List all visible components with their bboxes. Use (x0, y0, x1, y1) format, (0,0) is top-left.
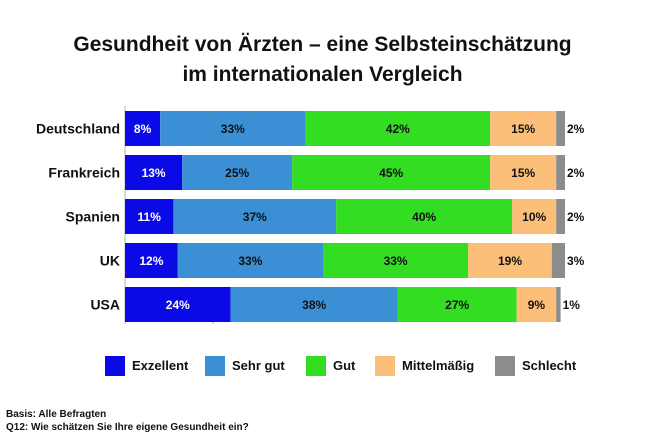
bar-segment (551, 243, 565, 278)
bar-segment (490, 111, 557, 146)
data-label: 12% (139, 254, 163, 268)
bar-segment (490, 155, 557, 190)
bar-segment (556, 199, 565, 234)
category-label: USA (90, 297, 120, 313)
bar-segment (125, 199, 174, 234)
data-label: 24% (166, 298, 190, 312)
bar-segment (556, 111, 565, 146)
stacked-bar-chart: Deutschland 8% 33% 42% 15% 2% Frankreich 13% 25%… (36, 106, 585, 324)
data-label: 2% (567, 210, 585, 224)
bar-segment (125, 287, 231, 322)
data-label: 33% (221, 122, 245, 136)
legend-swatch (105, 356, 125, 376)
data-label: 33% (238, 254, 262, 268)
category-label: Spanien (66, 209, 120, 225)
bar-segment (125, 111, 161, 146)
category-label: Frankreich (48, 165, 120, 181)
chart-footer: Basis: Alle Befragten Q12: Wie schätzen … (6, 408, 249, 434)
data-label: 10% (522, 210, 546, 224)
data-label: 3% (567, 254, 585, 268)
data-label: 8% (134, 122, 152, 136)
chart-legend: Exzellent Sehr gut Gut Mittelmäßig Schlecht (0, 356, 645, 376)
footer-basis: Basis: Alle Befragten (6, 409, 107, 420)
data-label: 9% (528, 298, 546, 312)
bar-segment (125, 155, 183, 190)
bar-segment (305, 111, 491, 146)
bar-segment (512, 199, 557, 234)
legend-label: Exzellent (132, 358, 189, 373)
bar-segment (177, 243, 323, 278)
bar-segment (230, 287, 398, 322)
footer-question: Q12: Wie schätzen Sie Ihre eigene Gesund… (6, 422, 249, 433)
bar-segment (323, 243, 469, 278)
legend-label: Sehr gut (232, 358, 285, 373)
data-label: 45% (379, 166, 403, 180)
chart-title: Gesundheit von Ärzten – eine Selbsteinsc… (0, 30, 645, 90)
bar-segment (173, 199, 337, 234)
data-label: 2% (567, 166, 585, 180)
data-label: 42% (386, 122, 410, 136)
legend-label: Mittelmäßig (402, 358, 475, 373)
data-label: 38% (302, 298, 326, 312)
data-label: 13% (142, 166, 166, 180)
data-label: 15% (511, 122, 535, 136)
data-label: 27% (445, 298, 469, 312)
bar-segment (516, 287, 557, 322)
legend-swatch (495, 356, 515, 376)
bar-segment (556, 287, 561, 322)
data-label: 19% (498, 254, 522, 268)
chart-title-line-2: im internationalen Vergleich (182, 63, 463, 86)
legend-swatch (205, 356, 225, 376)
bar-segment (556, 155, 565, 190)
category-label: Deutschland (36, 121, 120, 137)
legend-label: Schlecht (522, 358, 577, 373)
chart-title-line-1: Gesundheit von Ärzten – eine Selbsteinsc… (73, 33, 572, 56)
data-label: 40% (412, 210, 436, 224)
data-label: 1% (563, 298, 581, 312)
data-label: 25% (225, 166, 249, 180)
data-label: 2% (567, 122, 585, 136)
bar-segment (468, 243, 552, 278)
bar-segment (336, 199, 513, 234)
data-label: 11% (138, 210, 162, 224)
data-label: 33% (384, 254, 408, 268)
legend-swatch (375, 356, 395, 376)
bar-segment (125, 243, 178, 278)
bar-segment (160, 111, 306, 146)
data-label: 37% (243, 210, 267, 224)
bar-segment (292, 155, 491, 190)
category-label: UK (100, 253, 120, 269)
legend-label: Gut (333, 358, 356, 373)
data-label: 15% (511, 166, 535, 180)
legend-swatch (306, 356, 326, 376)
bar-segment (182, 155, 293, 190)
bar-segment (397, 287, 517, 322)
